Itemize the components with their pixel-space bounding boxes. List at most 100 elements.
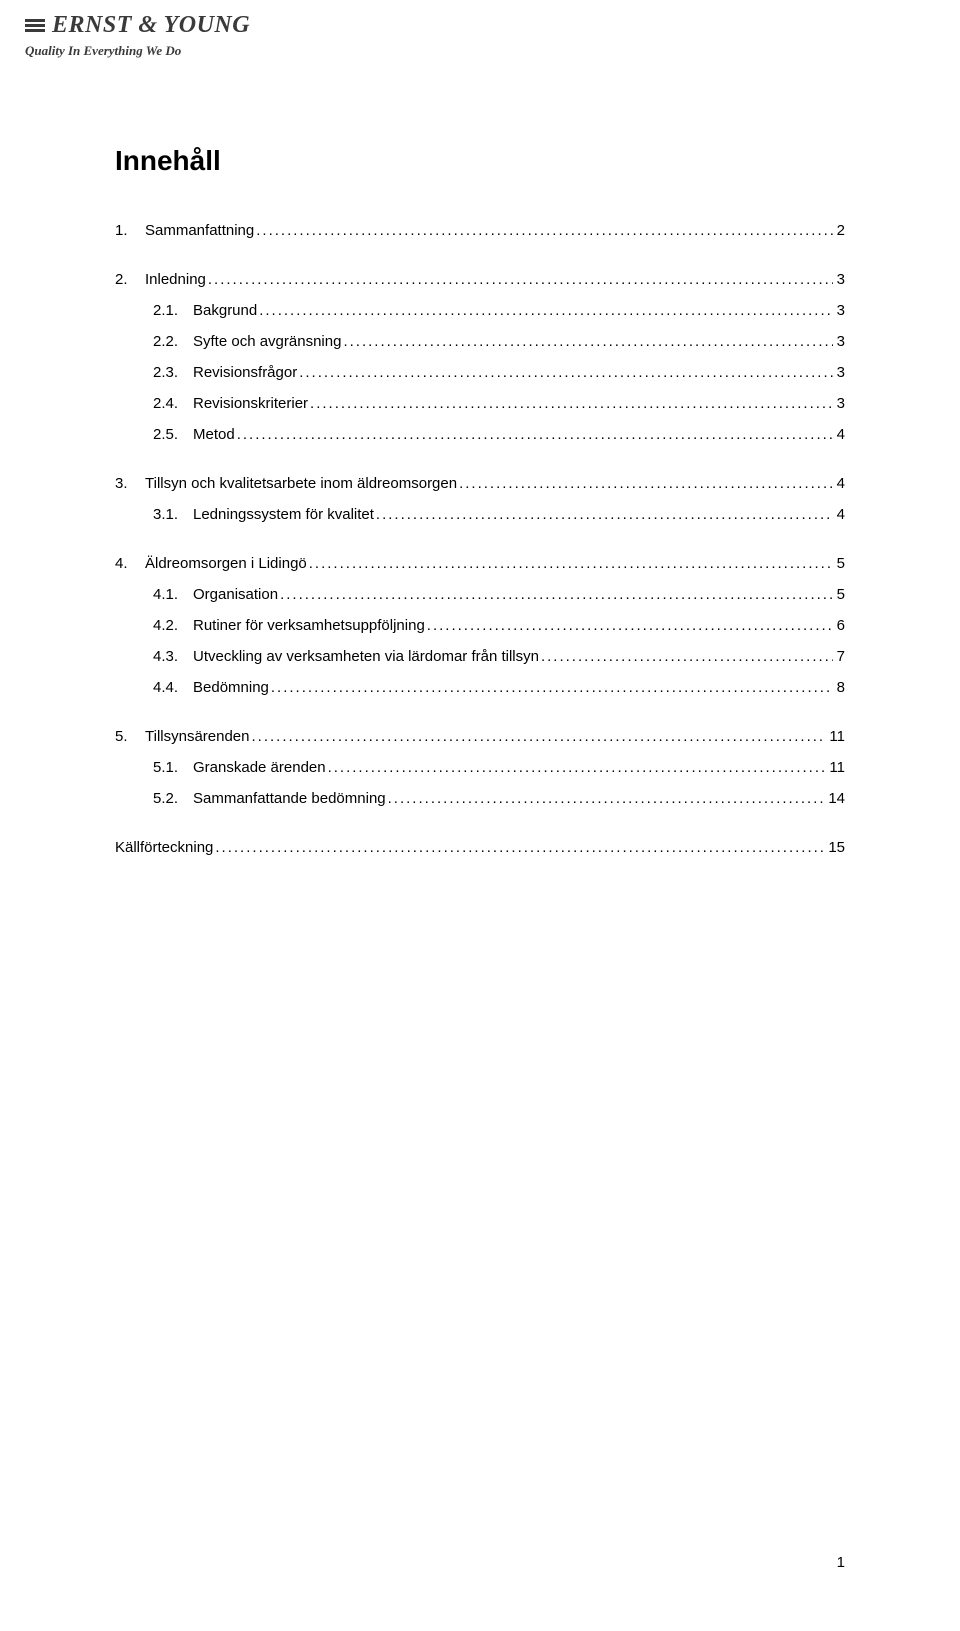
toc-number: 4.4. [153,680,193,695]
logo-row: ERNST & YOUNG [25,12,250,39]
toc-label: Källförteckning [115,840,213,855]
toc-gap [115,822,845,840]
toc-number: 3. [115,476,145,491]
toc-label: Rutiner för verksamhetsuppföljning [193,618,425,633]
toc-leader-dots [328,760,826,775]
page-number: 1 [837,1554,845,1571]
toc-number: 5. [115,729,145,744]
toc-page: 5 [835,556,845,571]
toc-leader-dots [388,791,825,806]
toc-page: 4 [835,507,845,522]
content-area: Innehåll 1.Sammanfattning22.Inledning32.… [115,145,845,871]
page-title: Innehåll [115,145,845,177]
toc-gap [115,538,845,556]
toc-label: Revisionskriterier [193,396,308,411]
toc-leader-dots [541,649,833,664]
toc-page: 4 [835,427,845,442]
toc-page: 11 [827,760,845,775]
toc-leader-dots [252,729,826,744]
toc-leader-dots [215,840,824,855]
toc-number: 2.5. [153,427,193,442]
toc-page: 7 [835,649,845,664]
toc-label: Organisation [193,587,278,602]
toc-leader-dots [208,272,833,287]
toc-leader-dots [343,334,832,349]
toc-row: 2.1.Bakgrund 3 [153,303,845,318]
logo-name: ERNST & YOUNG [52,12,250,39]
toc-row: 2.2.Syfte och avgränsning3 [153,334,845,349]
toc-row: 2.5.Metod 4 [153,427,845,442]
toc-row: 4.3.Utveckling av verksamheten via lärdo… [153,649,845,664]
toc-row: 4.4.Bedömning 8 [153,680,845,695]
toc-row: 2.4.Revisionskriterier 3 [153,396,845,411]
toc-page: 3 [835,272,845,287]
toc-row: 4.1.Organisation 5 [153,587,845,602]
toc-label: Tillsyn och kvalitetsarbete inom äldreom… [145,476,457,491]
toc-number: 1. [115,223,145,238]
toc-row: 5.1.Granskade ärenden 11 [153,760,845,775]
logo-tagline: Quality In Everything We Do [25,43,250,59]
toc-page: 4 [835,476,845,491]
toc-label: Revisionsfrågor [193,365,297,380]
toc-number: 3.1. [153,507,193,522]
toc-gap [115,458,845,476]
toc-page: 11 [827,729,845,744]
toc-leader-dots [280,587,833,602]
toc-page: 3 [835,303,845,318]
toc-number: 2.3. [153,365,193,380]
toc-label: Sammanfattning [145,223,254,238]
toc-label: Bedömning [193,680,269,695]
toc-label: Utveckling av verksamheten via lärdomar … [193,649,539,664]
toc-label: Inledning [145,272,206,287]
logo-block: ERNST & YOUNG Quality In Everything We D… [25,12,250,59]
toc-row: 4.2.Rutiner för verksamhetsuppföljning 6 [153,618,845,633]
toc-number: 4. [115,556,145,571]
toc-gap [115,254,845,272]
toc-row: 3.Tillsyn och kvalitetsarbete inom äldre… [115,476,845,491]
toc-page: 5 [835,587,845,602]
toc-number: 4.1. [153,587,193,602]
toc-leader-dots [309,556,833,571]
toc-page: 14 [826,791,845,806]
toc-label: Äldreomsorgen i Lidingö [145,556,307,571]
toc-page: 8 [835,680,845,695]
toc-label: Ledningssystem för kvalitet [193,507,374,522]
toc-label: Granskade ärenden [193,760,326,775]
toc-number: 4.2. [153,618,193,633]
toc-label: Sammanfattande bedömning [193,791,386,806]
toc-leader-dots [376,507,833,522]
toc-row: 2.3.Revisionsfrågor 3 [153,365,845,380]
toc-page: 6 [835,618,845,633]
toc-row: 2.Inledning3 [115,272,845,287]
toc-label: Metod [193,427,235,442]
toc-number: 2.1. [153,303,193,318]
toc-page: 3 [835,365,845,380]
toc-leader-dots [237,427,833,442]
toc-label: Bakgrund [193,303,257,318]
toc-page: 2 [835,223,845,238]
toc-leader-dots [310,396,833,411]
toc-number: 2.4. [153,396,193,411]
toc-row: 5.2.Sammanfattande bedömning 14 [153,791,845,806]
toc-leader-dots [299,365,832,380]
toc-label: Syfte och avgränsning [193,334,341,349]
toc-number: 4.3. [153,649,193,664]
toc-leader-dots [459,476,833,491]
toc-number: 5.2. [153,791,193,806]
toc-page: 15 [826,840,845,855]
toc-row: 1.Sammanfattning 2 [115,223,845,238]
table-of-contents: 1.Sammanfattning22.Inledning32.1.Bakgrun… [115,223,845,855]
logo-bars-icon [25,19,45,32]
toc-number: 5.1. [153,760,193,775]
toc-leader-dots [271,680,833,695]
toc-page: 3 [835,334,845,349]
toc-row: 3.1.Ledningssystem för kvalitet 4 [153,507,845,522]
toc-leader-dots [259,303,832,318]
toc-page: 3 [835,396,845,411]
toc-leader-dots [256,223,832,238]
toc-row: 5.Tillsynsärenden11 [115,729,845,744]
toc-row: Källförteckning 15 [115,840,845,855]
toc-gap [115,711,845,729]
toc-leader-dots [427,618,833,633]
toc-row: 4.Äldreomsorgen i Lidingö 5 [115,556,845,571]
